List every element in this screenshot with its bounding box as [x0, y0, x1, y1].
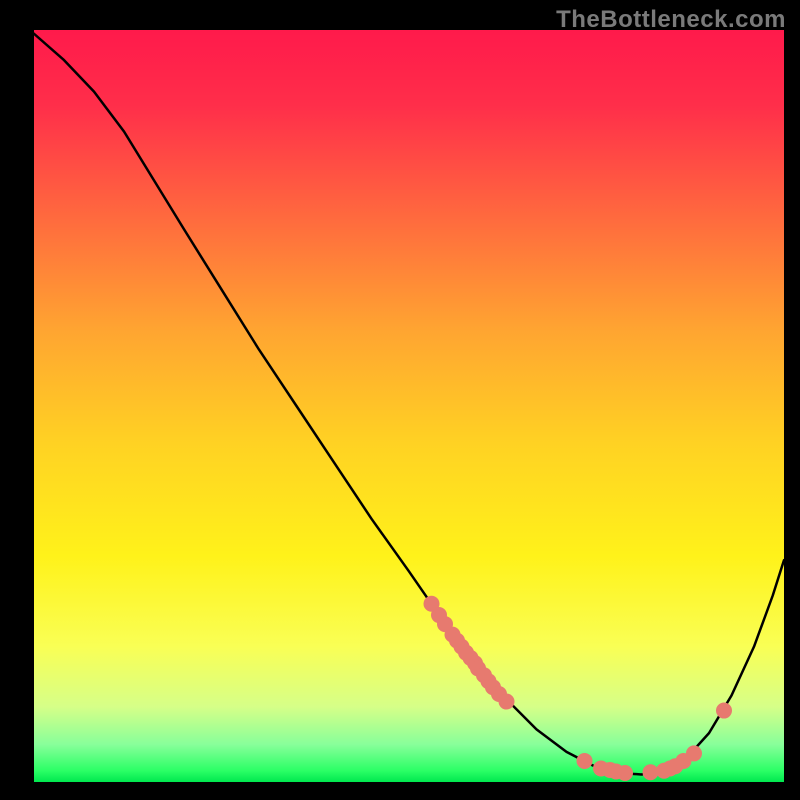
- data-marker: [499, 694, 515, 710]
- data-marker: [716, 703, 732, 719]
- gradient-background: [34, 30, 784, 782]
- chart-svg: [34, 30, 784, 782]
- figure-container: TheBottleneck.com: [0, 0, 800, 800]
- chart-plot-area: [34, 30, 784, 782]
- data-marker: [643, 764, 659, 780]
- data-marker: [686, 745, 702, 761]
- data-marker: [577, 753, 593, 769]
- data-marker: [617, 765, 633, 781]
